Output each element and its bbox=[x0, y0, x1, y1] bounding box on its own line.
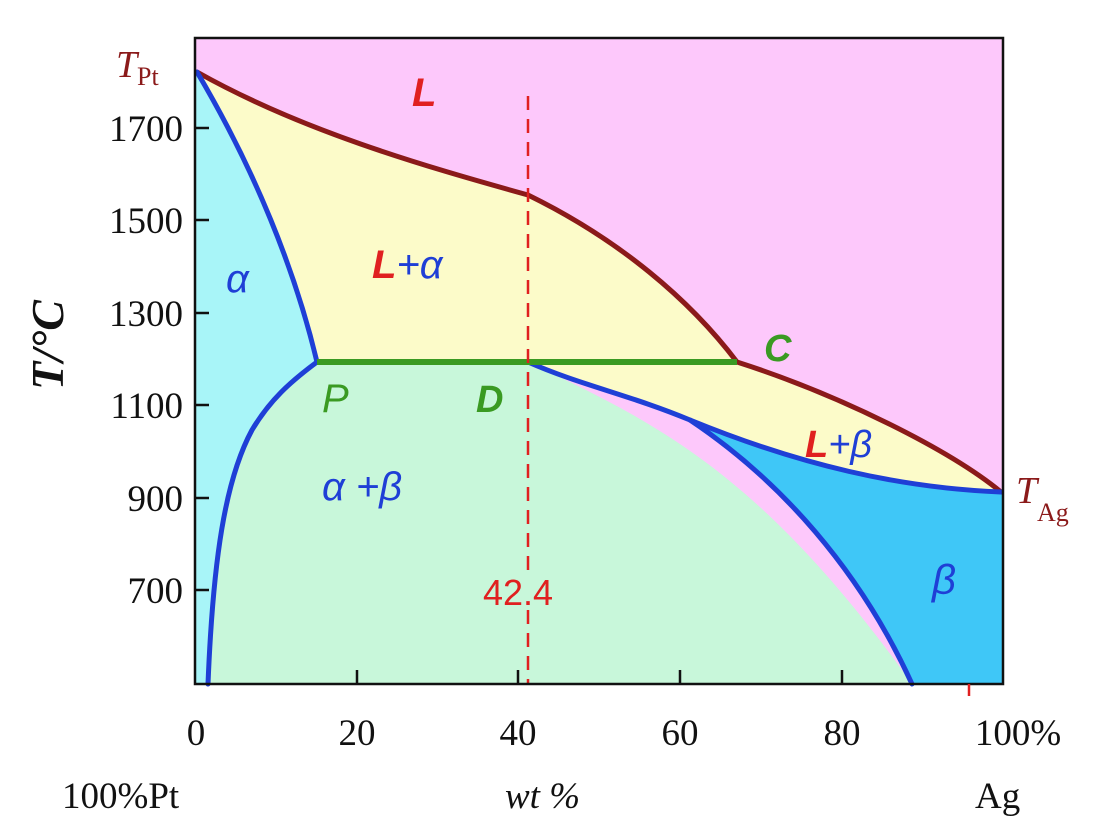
x-axis bbox=[355, 670, 844, 684]
x-tick-label: 80 bbox=[824, 713, 861, 754]
liquid-alpha-region-label: L+α bbox=[372, 243, 444, 287]
x-tick-label: 40 bbox=[500, 713, 537, 754]
alpha-beta-region-label: α +β bbox=[322, 465, 402, 509]
point-c-label: C bbox=[764, 328, 792, 370]
y-tick-label: 1100 bbox=[110, 386, 183, 427]
x-tick-label: 100% bbox=[975, 713, 1061, 754]
x-left-end-label: 100%Pt bbox=[62, 776, 180, 817]
liquid-region-label: L bbox=[412, 71, 436, 115]
composition-label: 42.4 bbox=[483, 572, 553, 613]
liquid-alpha-L: L bbox=[372, 243, 396, 287]
pt-melting-point-subscript: Pt bbox=[137, 62, 159, 91]
liquid-beta-region-label: L+β bbox=[805, 424, 872, 466]
y-tick-label: 1500 bbox=[109, 201, 183, 242]
y-tick-label: 900 bbox=[128, 479, 184, 520]
beta-solvus-curve bbox=[687, 417, 915, 687]
pt-melting-point-label: T bbox=[116, 44, 140, 86]
y-axis-title: T/°C bbox=[22, 299, 73, 390]
liquidus-curve bbox=[194, 69, 1004, 495]
ag-melting-point-label: T bbox=[1016, 470, 1040, 512]
beta-region-label: β bbox=[930, 556, 956, 603]
point-p-label: P bbox=[322, 377, 349, 421]
liquid-beta-region bbox=[528, 362, 1001, 492]
y-tick-label: 1300 bbox=[109, 294, 183, 335]
alpha-solidus-curve bbox=[194, 69, 320, 687]
alpha-region bbox=[195, 72, 317, 684]
point-d-label: D bbox=[476, 379, 503, 421]
beta-solidus-curve bbox=[525, 359, 1004, 495]
y-tick-label: 700 bbox=[128, 571, 184, 612]
alpha-beta-region bbox=[208, 362, 912, 684]
liquid-alpha-rest: +α bbox=[396, 243, 443, 287]
x-axis-title: wt % bbox=[505, 776, 580, 817]
x-right-end-label: Ag bbox=[975, 776, 1020, 817]
y-axis bbox=[195, 126, 209, 592]
plot-frame bbox=[193, 36, 1005, 686]
ag-melting-point-subscript: Ag bbox=[1037, 498, 1069, 527]
y-tick-label: 1700 bbox=[109, 109, 183, 150]
alpha-region-label: α bbox=[226, 257, 250, 301]
liquid-alpha-region bbox=[197, 72, 737, 362]
x-tick-label: 20 bbox=[339, 713, 376, 754]
liquid-beta-L: L bbox=[805, 424, 828, 466]
x-tick-label: 60 bbox=[662, 713, 699, 754]
x-tick-label: 0 bbox=[187, 713, 206, 754]
liquid-beta-rest: +β bbox=[828, 424, 872, 466]
